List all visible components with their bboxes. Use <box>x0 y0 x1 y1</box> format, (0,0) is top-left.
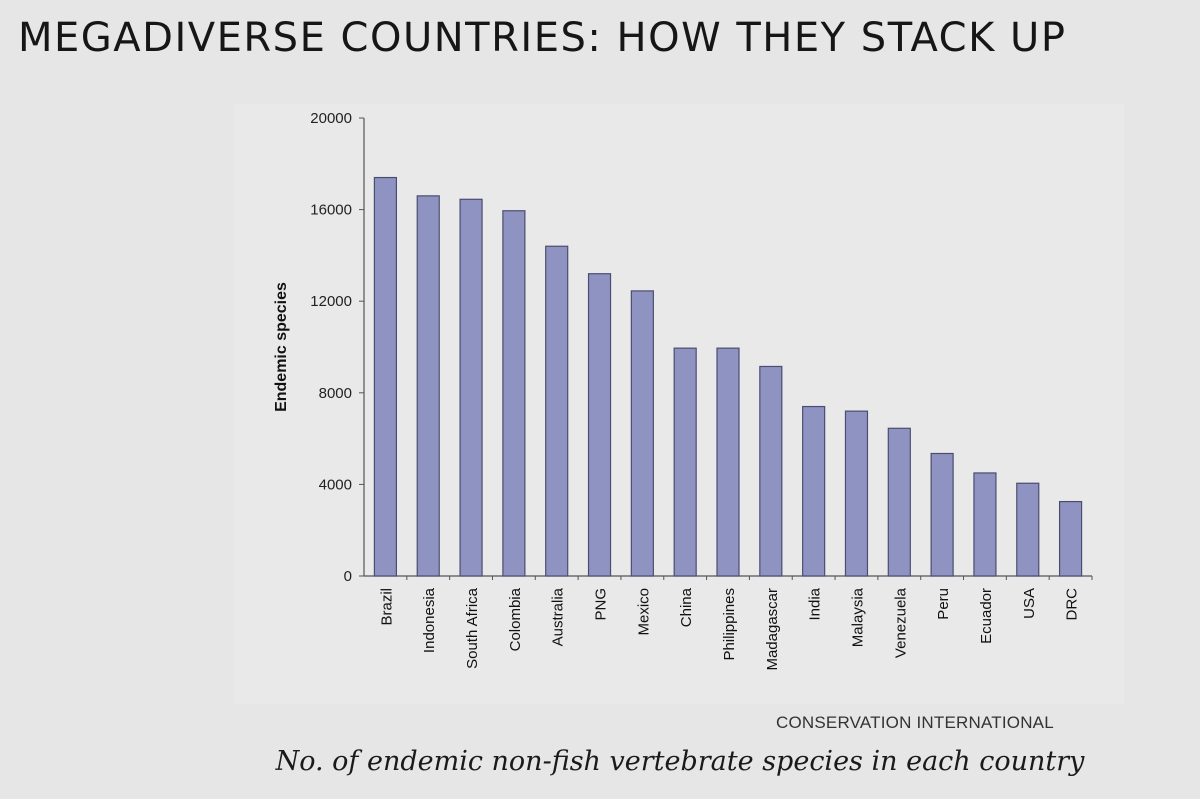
bar-mexico <box>630 290 654 577</box>
y-tick-label: 8000 <box>319 385 352 402</box>
x-tick-label: PNG <box>593 588 610 621</box>
bar-chart: 0 4000 8000 12000 16000 20000 Endemic species B… <box>273 110 1093 671</box>
y-tick-label: 12000 <box>310 293 352 310</box>
x-tick-label: Mexico <box>635 588 652 636</box>
x-tick-label: Madagascar <box>764 588 781 671</box>
bar-colombia <box>502 210 526 577</box>
x-tick-label: South Africa <box>464 587 481 669</box>
y-tick-label: 16000 <box>310 202 352 219</box>
x-tick-label: Ecuador <box>978 588 995 644</box>
bar-madagascar <box>759 365 783 577</box>
bar-china <box>673 347 697 577</box>
bar-south-africa <box>459 198 483 577</box>
bar-philippines <box>716 347 740 577</box>
x-tick-label: Venezuela <box>892 587 909 658</box>
x-tick-label: Brazil <box>378 588 395 626</box>
bar-indonesia <box>416 195 440 577</box>
y-axis-title: Endemic species <box>273 282 290 412</box>
bar-australia <box>545 245 569 577</box>
bar-venezuela <box>887 427 911 577</box>
x-tick-label: Colombia <box>507 587 524 651</box>
bar-usa <box>1016 482 1040 577</box>
x-tick-label: Philippines <box>721 588 738 661</box>
bar-png <box>587 273 612 577</box>
bar-india <box>802 405 826 577</box>
x-tick-label: USA <box>1021 588 1038 619</box>
y-tick-label: 0 <box>344 568 352 585</box>
x-tick-label: Malaysia <box>849 587 866 647</box>
bar-drc <box>1058 500 1083 577</box>
x-tick-label: China <box>678 587 695 627</box>
x-tick-label: Australia <box>550 587 567 646</box>
y-tick-label: 20000 <box>310 110 352 127</box>
page-title: MEGADIVERSE COUNTRIES: HOW THEY STACK UP <box>18 15 1067 61</box>
chart-caption: No. of endemic non-fish vertebrate speci… <box>275 746 1085 777</box>
x-tick-label: DRC <box>1064 588 1081 621</box>
bar-ecuador <box>973 472 997 577</box>
bar-malaysia <box>844 410 869 577</box>
y-tick-label: 4000 <box>319 476 352 493</box>
bar-brazil <box>373 176 398 577</box>
source-credit: CONSERVATION INTERNATIONAL <box>776 713 1054 732</box>
x-tick-label: Peru <box>935 588 952 620</box>
bar-peru <box>930 452 954 577</box>
x-tick-label: India <box>807 587 824 620</box>
x-tick-label: Indonesia <box>421 587 438 653</box>
